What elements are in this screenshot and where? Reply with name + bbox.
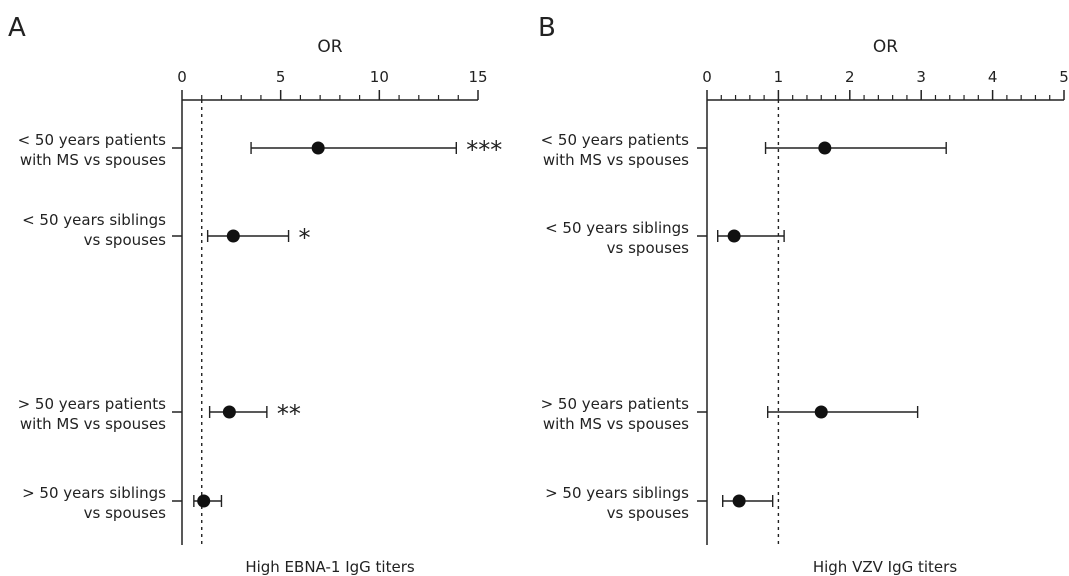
point-estimate bbox=[818, 141, 832, 155]
row-label-line: < 50 years patients bbox=[18, 131, 167, 149]
row-label-line: with MS vs spouses bbox=[543, 415, 689, 433]
panel-letter: A bbox=[8, 13, 26, 43]
point-estimate bbox=[732, 494, 746, 508]
point-estimate bbox=[727, 229, 741, 243]
panel-b: B OR 0 1 2 3 4 5 < 50 years patients with MS vs s… bbox=[538, 13, 1069, 576]
panel-title: High VZV IgG titers bbox=[813, 558, 957, 576]
row-label-line: with MS vs spouses bbox=[543, 151, 689, 169]
tick-label: 5 bbox=[1059, 68, 1069, 86]
panel-a: A OR 0 5 10 15 < 50 years patients with MS vs s… bbox=[8, 13, 502, 576]
tick-label: 3 bbox=[916, 68, 926, 86]
point-estimate bbox=[226, 229, 240, 243]
row-label-line: < 50 years patients bbox=[541, 131, 690, 149]
row-label-line: with MS vs spouses bbox=[20, 415, 166, 433]
row-label-line: vs spouses bbox=[84, 231, 167, 249]
row-label-line: > 50 years siblings bbox=[545, 484, 689, 502]
point-estimate bbox=[814, 405, 828, 419]
tick-label: 15 bbox=[468, 68, 487, 86]
row-label-line: > 50 years patients bbox=[18, 395, 167, 413]
tick-label: 4 bbox=[988, 68, 998, 86]
x-axis-title: OR bbox=[873, 37, 898, 57]
significance-marker: *** bbox=[466, 136, 502, 164]
point-estimate bbox=[311, 141, 325, 155]
tick-label: 0 bbox=[177, 68, 187, 86]
row-label-line: < 50 years siblings bbox=[22, 211, 166, 229]
row-label-line: > 50 years siblings bbox=[22, 484, 166, 502]
point-estimate bbox=[197, 494, 211, 508]
significance-marker: ** bbox=[277, 400, 301, 428]
panel-title: High EBNA-1 IgG titers bbox=[245, 558, 415, 576]
x-axis-title: OR bbox=[317, 37, 342, 57]
panel-letter: B bbox=[538, 13, 556, 43]
row-label-line: vs spouses bbox=[607, 504, 690, 522]
tick-label: 1 bbox=[774, 68, 784, 86]
row-label-line: vs spouses bbox=[607, 239, 690, 257]
row-label-line: with MS vs spouses bbox=[20, 151, 166, 169]
significance-marker: * bbox=[299, 224, 311, 252]
row-label-line: > 50 years patients bbox=[541, 395, 690, 413]
tick-label: 10 bbox=[370, 68, 389, 86]
point-estimate bbox=[222, 405, 236, 419]
row-label-line: vs spouses bbox=[84, 504, 167, 522]
tick-label: 0 bbox=[702, 68, 712, 86]
tick-label: 2 bbox=[845, 68, 855, 86]
tick-label: 5 bbox=[276, 68, 286, 86]
row-label-line: < 50 years siblings bbox=[545, 219, 689, 237]
